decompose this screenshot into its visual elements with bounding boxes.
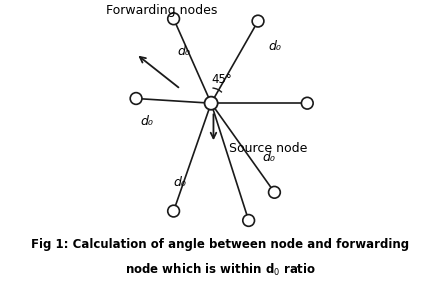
Text: Source node: Source node (229, 142, 307, 155)
Text: Forwarding nodes: Forwarding nodes (105, 4, 217, 17)
Text: d₀: d₀ (178, 45, 191, 58)
Circle shape (269, 186, 280, 198)
Circle shape (168, 13, 179, 25)
Circle shape (243, 214, 254, 226)
Text: d₀: d₀ (173, 176, 186, 189)
Text: node which is within d$_0$ ratio: node which is within d$_0$ ratio (125, 262, 316, 278)
Text: d₀: d₀ (268, 40, 281, 53)
Circle shape (168, 205, 179, 217)
Text: d₀: d₀ (140, 116, 153, 128)
Circle shape (205, 97, 218, 110)
Text: 45°: 45° (211, 73, 232, 86)
Circle shape (301, 97, 313, 109)
Text: d₀: d₀ (262, 151, 275, 164)
Circle shape (130, 93, 142, 104)
Circle shape (252, 15, 264, 27)
Text: Fig 1: Calculation of angle between node and forwarding: Fig 1: Calculation of angle between node… (31, 238, 410, 251)
